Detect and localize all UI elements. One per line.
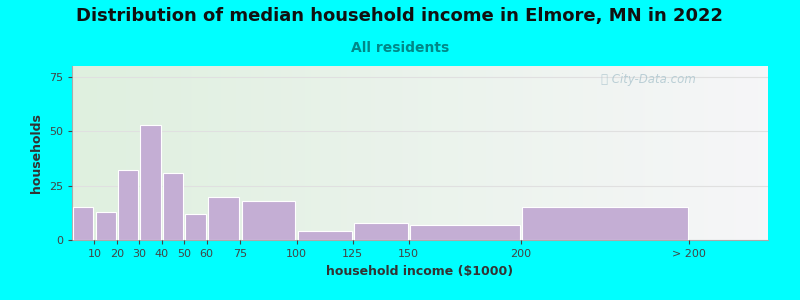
Bar [95, 212, 116, 240]
Bar [141, 125, 161, 240]
Bar [522, 207, 688, 240]
Y-axis label: households: households [30, 113, 43, 193]
Bar [163, 172, 183, 240]
Bar [118, 170, 138, 240]
Text: All residents: All residents [351, 40, 449, 55]
Bar [354, 223, 408, 240]
X-axis label: household income ($1000): household income ($1000) [326, 265, 514, 278]
Bar [242, 201, 295, 240]
Text: Distribution of median household income in Elmore, MN in 2022: Distribution of median household income … [77, 8, 723, 26]
Bar [186, 214, 206, 240]
Bar [410, 225, 520, 240]
Bar [298, 231, 351, 240]
Bar [208, 196, 239, 240]
Text: ⓘ City-Data.com: ⓘ City-Data.com [601, 73, 696, 86]
Bar [73, 207, 94, 240]
